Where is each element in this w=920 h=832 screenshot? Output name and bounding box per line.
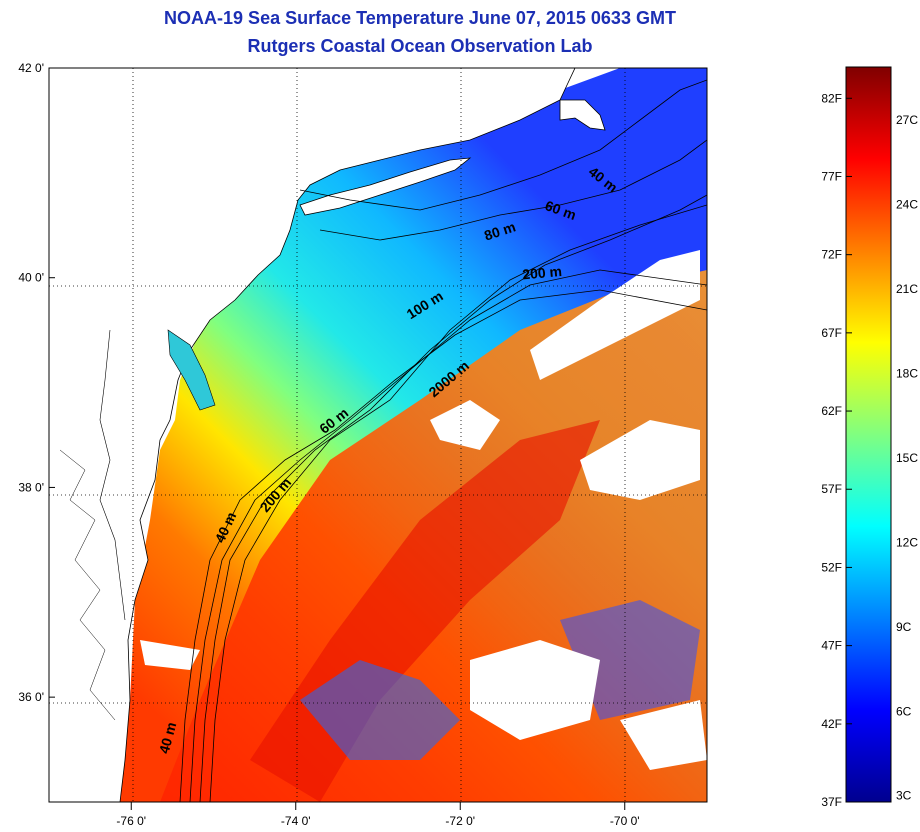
grid-lines [49,68,707,802]
map-frame [48,67,708,803]
colorbar-celsius-label: 24C [896,198,918,212]
land-cape-cod [559,99,606,131]
longitude-tick-label: -72 0' [445,814,475,828]
latitude-tick-label: 40 0' [18,271,44,285]
colorbar-fahrenheit-label: 52F [821,560,842,574]
colorbar-celsius-label: 27C [896,113,918,127]
colorbar-celsius-label: 21C [896,282,918,296]
chesapeake-bay [99,329,126,621]
colorbar-fahrenheit-label: 77F [821,169,842,183]
cloud-mask [470,640,600,740]
map-title: NOAA-19 Sea Surface Temperature June 07,… [164,8,676,28]
latitude-tick-label: 42 0' [18,61,44,75]
land-mainland [49,68,576,802]
cloud-mask [140,640,200,670]
colorbar-fahrenheit-label: 47F [821,639,842,653]
colorbar-fahrenheit-label: 67F [821,326,842,340]
cloud-mask [580,420,700,500]
land-long-island [299,157,472,216]
longitude-labels: -76 0' -74 0' -72 0' -70 0' [116,802,640,828]
colorbar-celsius-label: 9C [896,620,912,634]
colorbar-celsius-label: 3C [896,789,912,803]
delaware-bay [167,329,216,411]
longitude-tick-label: -74 0' [281,814,311,828]
colorbar-celsius-labels: 27C 24C 21C 18C 15C 12C 9C 6C 3C [896,113,918,803]
latitude-labels: 42 0' 40 0' 38 0' 36 0' [18,61,55,704]
colorbar-fahrenheit-label: 37F [821,795,842,809]
longitude-tick-label: -70 0' [610,814,640,828]
cloud-mask [620,700,707,770]
colorbar-fahrenheit-label: 62F [821,404,842,418]
colorbar-celsius-label: 18C [896,367,918,381]
isobath-label: 40 m [156,720,180,755]
colorbar-celsius-label: 6C [896,704,912,718]
colorbar-fahrenheit-label: 72F [821,248,842,262]
isobaths [179,79,707,802]
isobath-label: 200 m [522,263,563,282]
cloud-mask [430,400,500,450]
longitude-tick-label: -76 0' [116,814,146,828]
coast-detail [59,449,116,721]
latitude-tick-label: 36 0' [18,690,44,704]
latitude-tick-label: 38 0' [18,480,44,494]
colorbar [845,66,892,803]
colorbar-fahrenheit-label: 82F [821,91,842,105]
colorbar-fahrenheit-labels: 82F 77F 72F 67F 62F 57F 52F 47F 42F 37F [821,91,852,809]
map-subtitle: Rutgers Coastal Ocean Observation Lab [247,36,593,56]
colorbar-celsius-label: 12C [896,535,918,549]
colorbar-fahrenheit-label: 57F [821,482,842,496]
cloud-mask [530,250,700,380]
sst-cold-patch [300,660,460,760]
colorbar-celsius-label: 15C [896,451,918,465]
colorbar-fahrenheit-label: 42F [821,717,842,731]
